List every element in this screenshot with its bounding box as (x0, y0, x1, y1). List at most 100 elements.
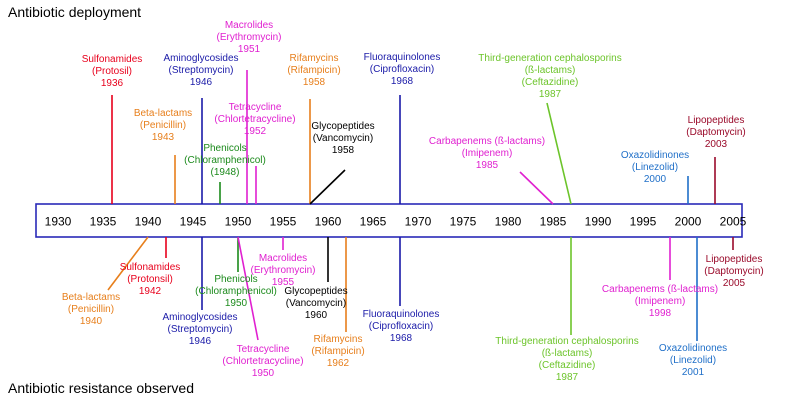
deployment-year-label: 1958 (302, 77, 326, 88)
resistance-drug: (Chloramphenicol) (195, 286, 277, 297)
resistance-label: Glycopeptides (Vancomycin) 1960 (284, 286, 347, 322)
resistance-drug: (Rifampicin) (311, 346, 365, 357)
tick-label-1970: 1970 (405, 215, 432, 229)
deployment-label: Fluoraquinolones (Ciprofloxacin) 1968 (364, 52, 441, 88)
deployment-label: Beta-lactams (Penicillin) 1943 (134, 108, 192, 144)
deployment-class: Glycopeptides (311, 121, 375, 132)
deployment-class: Rifamycins (289, 53, 339, 64)
deployment-label: Oxazolidinones (Linezolid) 2000 (621, 150, 689, 186)
resistance-drug: (Imipenem) (634, 296, 686, 307)
deployment-label: Phenicols (Chloramphenicol) (1948) (184, 143, 266, 179)
deployment-label: Rifamycins (Rifampicin) 1958 (287, 53, 340, 89)
deployment-class: Tetracycline (228, 102, 282, 113)
resistance-class: Phenicols (214, 274, 258, 285)
deployment-drug: (Chlortetracycline) (214, 114, 296, 125)
deployment-class: Phenicols (203, 143, 247, 154)
deployment-drug: (Ciprofloxacin) (369, 64, 435, 75)
timeline-axis-bar (35, 203, 743, 238)
resistance-label: Macrolides (Erythromycin) 1955 (250, 253, 315, 289)
resistance-label: Lipopeptides (Daptomycin) 2005 (704, 254, 763, 290)
deployment-year-label: 2000 (643, 174, 667, 185)
deployment-year-label: 1936 (100, 78, 124, 89)
deployment-class: Beta-lactams (133, 108, 193, 119)
tick-label-1950: 1950 (225, 215, 252, 229)
tick-label-1985: 1985 (540, 215, 567, 229)
resistance-year-label: 1940 (79, 316, 103, 327)
resistance-year-label: 1960 (304, 310, 328, 321)
deployment-label: Lipopeptides (Daptomycin) 2003 (686, 115, 745, 151)
resistance-year-label: 2005 (722, 278, 746, 289)
resistance-label: Oxazolidinones (Linezolid) 2001 (659, 343, 727, 379)
deployment-drug: (Protosil) (91, 66, 132, 77)
tick-label-1960: 1960 (315, 215, 342, 229)
tick-label-1980: 1980 (495, 215, 522, 229)
deployment-drug: (Vancomycin) (312, 133, 374, 144)
resistance-drug: (Linezolid) (669, 355, 717, 366)
resistance-label: Tetracycline (Chlortetracycline) 1950 (222, 344, 303, 380)
resistance-label: Fluoraquinolones (Ciprofloxacin) 1968 (363, 309, 440, 345)
resistance-year-label: 1946 (188, 336, 212, 347)
deployment-class: Macrolides (224, 20, 274, 31)
tick-label-2005: 2005 (720, 215, 747, 229)
deployment-drug: (Penicillin) (139, 120, 187, 131)
resistance-drug: (Daptomycin) (704, 266, 764, 277)
deployment-connector (546, 102, 572, 205)
resistance-year-label: 1998 (648, 308, 672, 319)
deployment-year-label: 1968 (390, 76, 414, 87)
deployment-year-label: 1958 (331, 145, 355, 156)
deployment-drug: (Daptomycin) (686, 127, 746, 138)
resistance-class: Aminoglycosides (162, 312, 238, 323)
tick-label-2000: 2000 (675, 215, 702, 229)
resistance-year-label: 1950 (224, 298, 248, 309)
deployment-year-label: 2003 (704, 139, 728, 150)
resistance-class: Rifamycins (313, 334, 363, 345)
resistance-label: Rifamycins (Rifampicin) 1962 (311, 334, 364, 370)
deployment-label: Third-generation cephalosporins (ß-lacta… (475, 53, 625, 101)
resistance-class: Macrolides (258, 253, 308, 264)
deployment-year-label: 1951 (237, 44, 261, 55)
resistance-class: Carbapenems (ß-lactams) (601, 284, 719, 295)
resistance-label: Phenicols (Chloramphenicol) 1950 (195, 274, 277, 310)
tick-label-1995: 1995 (630, 215, 657, 229)
resistance-class: Beta-lactams (61, 292, 121, 303)
resistance-label: Aminoglycosides (Streptomycin) 1946 (162, 312, 237, 348)
resistance-year-label: 1962 (326, 358, 350, 369)
deployment-connector (309, 169, 346, 205)
deployment-class: Lipopeptides (687, 115, 745, 126)
deployment-drug: (Rifampicin) (287, 65, 341, 76)
deployment-drug: (Imipenem) (461, 148, 513, 159)
resistance-class: Tetracycline (236, 344, 290, 355)
resistance-year-label: 1950 (251, 368, 275, 379)
resistance-year-label: 1968 (389, 333, 413, 344)
deployment-class: Aminoglycosides (163, 53, 239, 64)
resistance-class: Lipopeptides (705, 254, 763, 265)
deployment-year-label: 1943 (151, 132, 175, 143)
deployment-year-label: 1952 (243, 126, 267, 137)
tick-label-1935: 1935 (90, 215, 117, 229)
deployment-year-label: 1985 (475, 160, 499, 171)
deployment-label: Glycopeptides (Vancomycin) 1958 (311, 121, 374, 157)
resistance-drug: (Ceftazidine) (538, 360, 596, 371)
resistance-connector (107, 236, 149, 291)
resistance-drug: (Vancomycin) (285, 298, 347, 309)
deployment-class: Fluoraquinolones (363, 52, 441, 63)
deployment-year-label: (1948) (210, 167, 240, 178)
deployment-label: Aminoglycosides (Streptomycin) 1946 (163, 53, 238, 89)
resistance-drug: (Erythromycin) (250, 265, 316, 276)
deployment-class: Third-generation cephalosporins (ß-lacta… (478, 53, 622, 76)
deployment-drug: (Linezolid) (631, 162, 679, 173)
deployment-label: Macrolides (Erythromycin) 1951 (216, 20, 281, 56)
resistance-label: Sulfonamides (Protonsil) 1942 (120, 262, 181, 298)
resistance-label: Beta-lactams (Penicillin) 1940 (62, 292, 120, 328)
tick-label-1940: 1940 (135, 215, 162, 229)
deployment-drug: (Streptomycin) (168, 65, 234, 76)
resistance-year-label: 2001 (681, 367, 705, 378)
resistance-year-label: 1987 (555, 372, 579, 383)
deployment-heading: Antibiotic deployment (8, 4, 142, 20)
deployment-drug: (Erythromycin) (216, 32, 282, 43)
resistance-year-label: 1955 (271, 277, 295, 288)
resistance-heading: Antibiotic resistance observed (8, 380, 194, 396)
tick-label-1955: 1955 (270, 215, 297, 229)
resistance-year-label: 1942 (138, 286, 162, 297)
